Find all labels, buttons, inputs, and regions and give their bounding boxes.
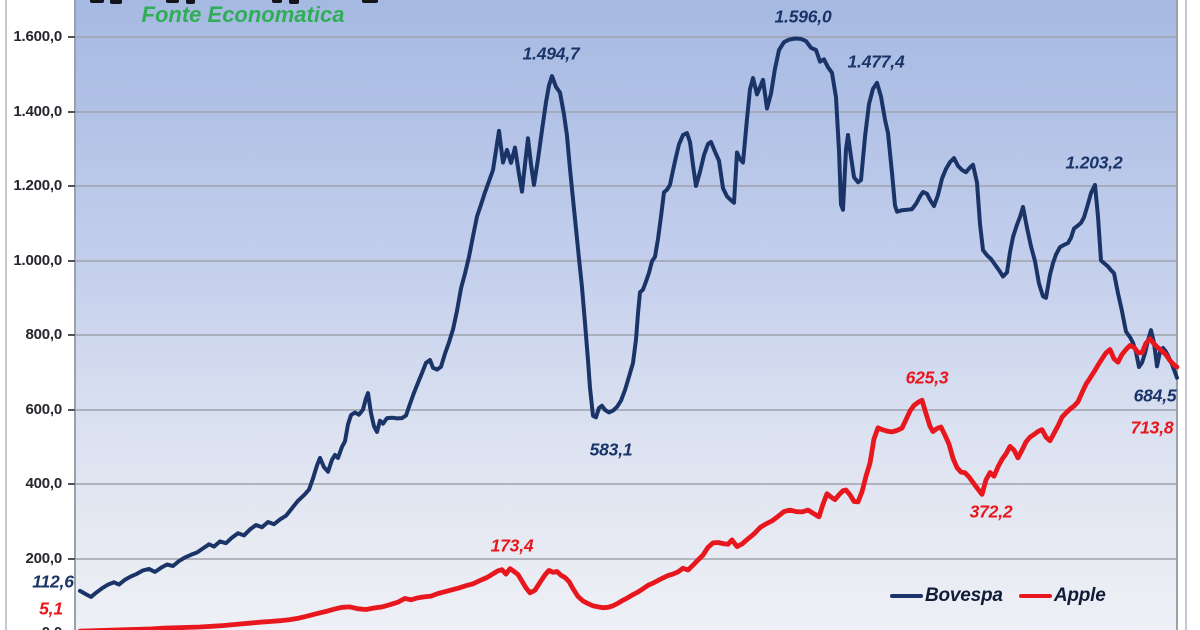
legend-item-bovespa: Bovespa (890, 585, 1003, 607)
value-label-bovespa: 1.203,2 (1065, 152, 1123, 173)
gridline (75, 110, 1177, 113)
cropped-title-fragment (186, 0, 195, 4)
y-axis-label: 600,0 (25, 400, 62, 418)
y-axis-label: 1.600,0 (13, 28, 62, 45)
legend-label-bovespa: Bovespa (925, 585, 1003, 606)
y-axis-label: 1.200,0 (13, 177, 62, 194)
y-axis-tick (68, 408, 75, 411)
gridline (75, 185, 1177, 187)
y-axis-label: 1.000,0 (13, 251, 62, 269)
cropped-title-fragment (272, 0, 282, 3)
y-axis-label: 0,0 (0, 622, 62, 630)
gridline (75, 408, 1177, 411)
y-axis-tick (68, 259, 75, 262)
gridline (75, 483, 1177, 485)
plot-border-right (1176, 0, 1178, 630)
y-axis-label: 400,0 (25, 475, 62, 492)
cropped-title-fragment (166, 0, 179, 3)
cropped-title-fragment (110, 0, 122, 4)
gridline (75, 259, 1177, 262)
value-label-apple: 173,4 (490, 535, 534, 556)
chart-outer-border-left (5, 0, 7, 630)
value-label-apple: 625,3 (905, 367, 949, 388)
value-label-bovespa: 1.596,0 (774, 6, 832, 27)
cropped-title-fragment (90, 0, 104, 3)
cropped-title-fragment (289, 0, 299, 4)
value-label-bovespa: 1.494,7 (522, 43, 580, 64)
cropped-title-fragment (362, 0, 378, 3)
y-axis-tick (68, 36, 75, 38)
y-axis-tick (68, 185, 75, 187)
value-label-apple: 5,1 (39, 598, 63, 619)
value-label-bovespa: 1.477,4 (847, 51, 905, 72)
value-label-bovespa: 684,5 (1133, 385, 1177, 406)
value-label-bovespa: 583,1 (589, 439, 633, 460)
y-axis-label: 800,0 (25, 326, 62, 343)
legend-label-apple: Apple (1053, 585, 1106, 606)
y-axis-tick (68, 557, 75, 560)
value-label-apple: 713,8 (1130, 417, 1174, 438)
y-axis-tick (68, 110, 75, 113)
gridline (75, 36, 1177, 38)
plot-border-left (74, 0, 76, 630)
source-label: Fonte Economatica (141, 2, 345, 27)
y-axis-label: 1.400,0 (13, 102, 62, 120)
gridline (75, 334, 1177, 336)
legend: Bovespa Apple (890, 585, 1106, 607)
plot-area (75, 0, 1177, 630)
y-axis-tick (68, 483, 75, 485)
legend-line-bovespa (890, 593, 923, 599)
legend-line-apple (1018, 593, 1052, 599)
gridline (75, 557, 1177, 560)
value-label-bovespa: 112,6 (32, 571, 74, 592)
chart-outer-border-right (1185, 0, 1187, 630)
y-axis-label: 200,0 (25, 549, 62, 567)
y-axis-tick (68, 334, 75, 336)
value-label-apple: 372,2 (969, 501, 1013, 522)
legend-item-apple: Apple (1018, 585, 1106, 607)
